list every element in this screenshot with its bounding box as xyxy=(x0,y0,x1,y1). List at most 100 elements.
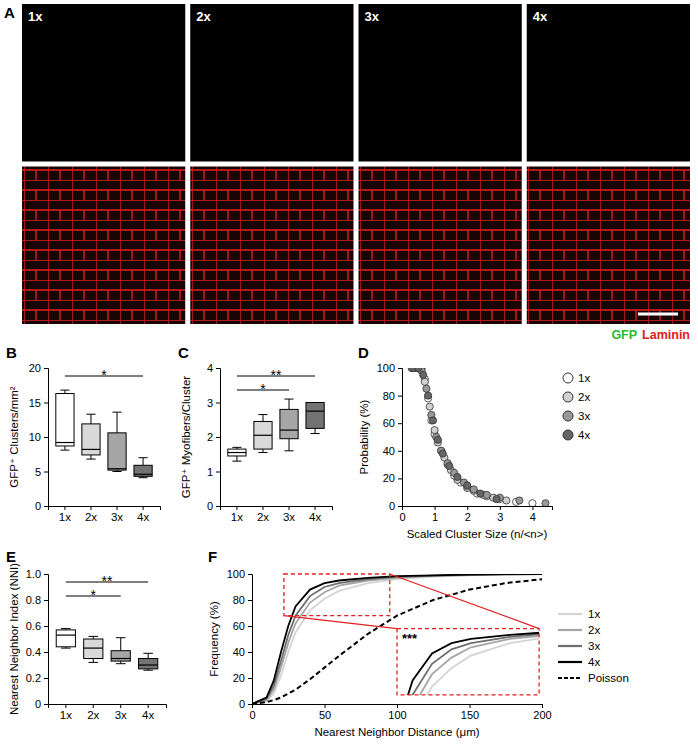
whisker-cap xyxy=(232,447,241,448)
axis-line xyxy=(49,507,161,511)
tick: 4 xyxy=(207,362,220,374)
tick-mark xyxy=(216,472,220,473)
tick-label: 5 xyxy=(35,466,41,478)
whisker-cap xyxy=(143,653,153,654)
y-axis: 020406080100 xyxy=(227,568,253,710)
whisker xyxy=(289,439,290,451)
x-axis: 1x2x3x4x xyxy=(49,704,167,721)
legend-label: 4x xyxy=(578,429,590,441)
whisker-cap xyxy=(143,670,153,671)
point xyxy=(454,473,461,480)
point xyxy=(426,403,433,410)
legend-label: 2x xyxy=(578,391,590,403)
y-axis-title: Nearest Neighbor Index (NNI) xyxy=(8,563,20,715)
whisker xyxy=(148,653,149,658)
tick-label: 60 xyxy=(383,417,395,429)
tick-label: 3 xyxy=(497,511,503,523)
panel-label: C xyxy=(178,344,189,361)
whisker-cap xyxy=(139,477,148,478)
y-axis: 00.20.40.60.81.0 xyxy=(26,568,49,710)
tick: 0.2 xyxy=(26,672,48,684)
significance-label: * xyxy=(91,587,97,603)
figure-svg: A1x2x3x4xLamininGFPB051015201x2x3x4xGFP⁺… xyxy=(0,0,698,750)
whisker-cap xyxy=(88,662,98,663)
channel-label: Laminin xyxy=(642,328,690,342)
tick: 3x xyxy=(283,506,295,523)
whisker xyxy=(117,412,118,433)
tick: 10 xyxy=(29,431,48,443)
tick: 0 xyxy=(207,500,220,512)
inset-marks xyxy=(397,629,539,695)
tick-label: 20 xyxy=(233,672,245,684)
axis-line xyxy=(44,575,49,705)
tick-mark xyxy=(398,506,402,507)
tick-label: 0 xyxy=(207,500,213,512)
tick-mark xyxy=(248,574,252,575)
significance-label: ** xyxy=(271,367,282,383)
box xyxy=(139,659,158,669)
tick-mark xyxy=(44,506,48,507)
gfp-image xyxy=(190,4,353,162)
median xyxy=(280,430,298,431)
legend: 1x2x3x4xPoisson xyxy=(558,608,629,684)
point xyxy=(503,497,510,504)
tick: 40 xyxy=(383,445,402,457)
tick-label: 1x xyxy=(59,511,71,523)
whisker xyxy=(236,456,237,461)
tick: 15 xyxy=(29,397,48,409)
whisker xyxy=(262,449,263,452)
inset: *** xyxy=(354,629,698,750)
laminin-image xyxy=(359,167,522,325)
whisker xyxy=(262,415,263,422)
tick-label: 100 xyxy=(388,709,406,721)
tick-mark xyxy=(216,437,220,438)
box xyxy=(228,449,246,456)
tick: 60 xyxy=(233,620,252,632)
axis-line xyxy=(398,369,403,507)
tick: 20 xyxy=(233,672,252,684)
tick-label: 0.4 xyxy=(26,646,41,658)
tick-label: 20 xyxy=(29,362,41,374)
tick-mark xyxy=(93,704,94,708)
tick-label: 0 xyxy=(239,698,245,710)
tick: 0 xyxy=(35,500,48,512)
tick-label: 0 xyxy=(249,709,255,721)
tick-label: 2x xyxy=(257,511,269,523)
tick-label: 0 xyxy=(399,511,405,523)
point xyxy=(542,500,549,506)
tick-mark xyxy=(398,396,402,397)
box xyxy=(306,403,324,429)
tick: 80 xyxy=(383,390,402,402)
box xyxy=(254,421,272,449)
median xyxy=(56,634,75,635)
tick-mark xyxy=(143,506,144,510)
tick: 1x xyxy=(60,704,72,721)
point xyxy=(470,486,477,493)
whisker xyxy=(143,458,144,466)
legend-label: 4x xyxy=(588,656,600,668)
tick-label: 40 xyxy=(383,445,395,457)
point xyxy=(421,378,428,385)
x-axis: 01234 xyxy=(399,506,552,523)
panel-label: A xyxy=(4,4,15,21)
tick-label: 1 xyxy=(207,466,213,478)
line-inset xyxy=(397,637,539,695)
tick-mark xyxy=(44,472,48,473)
tick-label: 40 xyxy=(233,646,245,658)
tick-mark xyxy=(315,506,316,510)
tick-mark xyxy=(262,506,263,510)
tick-label: 2x xyxy=(85,511,97,523)
tick-mark xyxy=(44,678,48,679)
point xyxy=(516,497,523,504)
legend-line xyxy=(558,629,582,631)
legend-label: 1x xyxy=(578,372,590,384)
tick-mark xyxy=(44,626,48,627)
inset-frame xyxy=(397,629,539,695)
tick: 150 xyxy=(461,704,479,721)
tick: 3x xyxy=(115,704,127,721)
tick-label: 200 xyxy=(533,709,551,721)
point xyxy=(429,417,436,424)
tick-label: 1x xyxy=(231,511,243,523)
tick-mark xyxy=(44,368,48,369)
marks xyxy=(56,629,158,671)
